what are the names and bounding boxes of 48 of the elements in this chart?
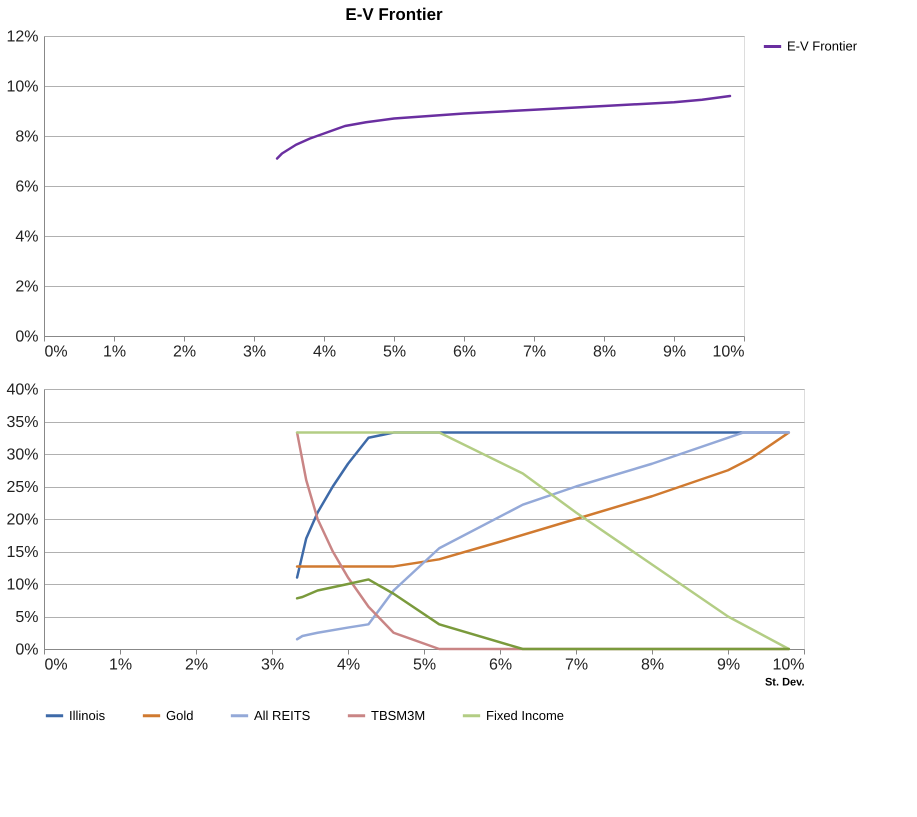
y-tick-label: 5% <box>15 609 38 626</box>
y-tick-label: 20% <box>6 512 38 528</box>
x-tick-label: 0% <box>44 656 68 674</box>
y-tick-label: 15% <box>6 544 38 561</box>
x-tick-label: 3% <box>260 656 284 674</box>
y-tick-label: 0% <box>15 328 38 346</box>
x-tick-label: 6% <box>488 656 512 674</box>
x-tick-label: 1% <box>108 656 132 674</box>
x-tick-label: 10% <box>712 344 744 360</box>
x-tick-label: 4% <box>336 656 360 674</box>
x-tick-label: 3% <box>242 344 266 360</box>
legend-label: All REITS <box>254 708 311 723</box>
x-tick-label: 7% <box>564 656 588 674</box>
x-tick-label: 9% <box>662 344 686 360</box>
y-tick-label: 30% <box>6 446 38 464</box>
x-tick-label: 7% <box>522 344 546 360</box>
x-tick-label: 10% <box>772 656 804 674</box>
x-tick-label: 9% <box>716 656 740 674</box>
y-tick-label: 35% <box>6 414 38 431</box>
x-tick-label: 4% <box>312 344 336 360</box>
x-tick-label: 2% <box>172 344 196 360</box>
x-tick-label: 6% <box>452 344 476 360</box>
x-tick-label: 1% <box>102 344 126 360</box>
y-tick-label: 0% <box>15 642 38 658</box>
legend-label: TBSM3M <box>371 708 426 723</box>
x-tick-label: 8% <box>640 656 664 674</box>
chart-title: E-V Frontier <box>345 5 444 24</box>
line-series <box>296 578 790 650</box>
line-series <box>276 94 732 160</box>
legend-label: Fixed Income <box>486 708 564 723</box>
y-tick-label: 12% <box>6 28 38 46</box>
x-tick-label: 0% <box>44 344 68 360</box>
y-tick-label: 25% <box>6 479 38 496</box>
x-tick-label: 5% <box>382 344 406 360</box>
x-axis-title: St. Dev. <box>764 676 804 688</box>
y-tick-label: 2% <box>15 278 38 296</box>
x-tick-label: 5% <box>412 656 436 674</box>
legend-label: Gold <box>166 708 194 723</box>
y-tick-label: 8% <box>15 128 38 146</box>
y-tick-label: 10% <box>6 576 38 594</box>
y-tick-label: 4% <box>15 228 38 246</box>
legend-label: Illinois <box>69 708 106 723</box>
y-tick-label: 40% <box>6 382 38 398</box>
y-tick-label: 6% <box>15 178 38 196</box>
x-tick-label: 8% <box>592 344 616 360</box>
y-tick-label: 10% <box>6 78 38 96</box>
x-tick-label: 2% <box>184 656 208 674</box>
legend-label: E-V Frontier <box>787 38 858 54</box>
